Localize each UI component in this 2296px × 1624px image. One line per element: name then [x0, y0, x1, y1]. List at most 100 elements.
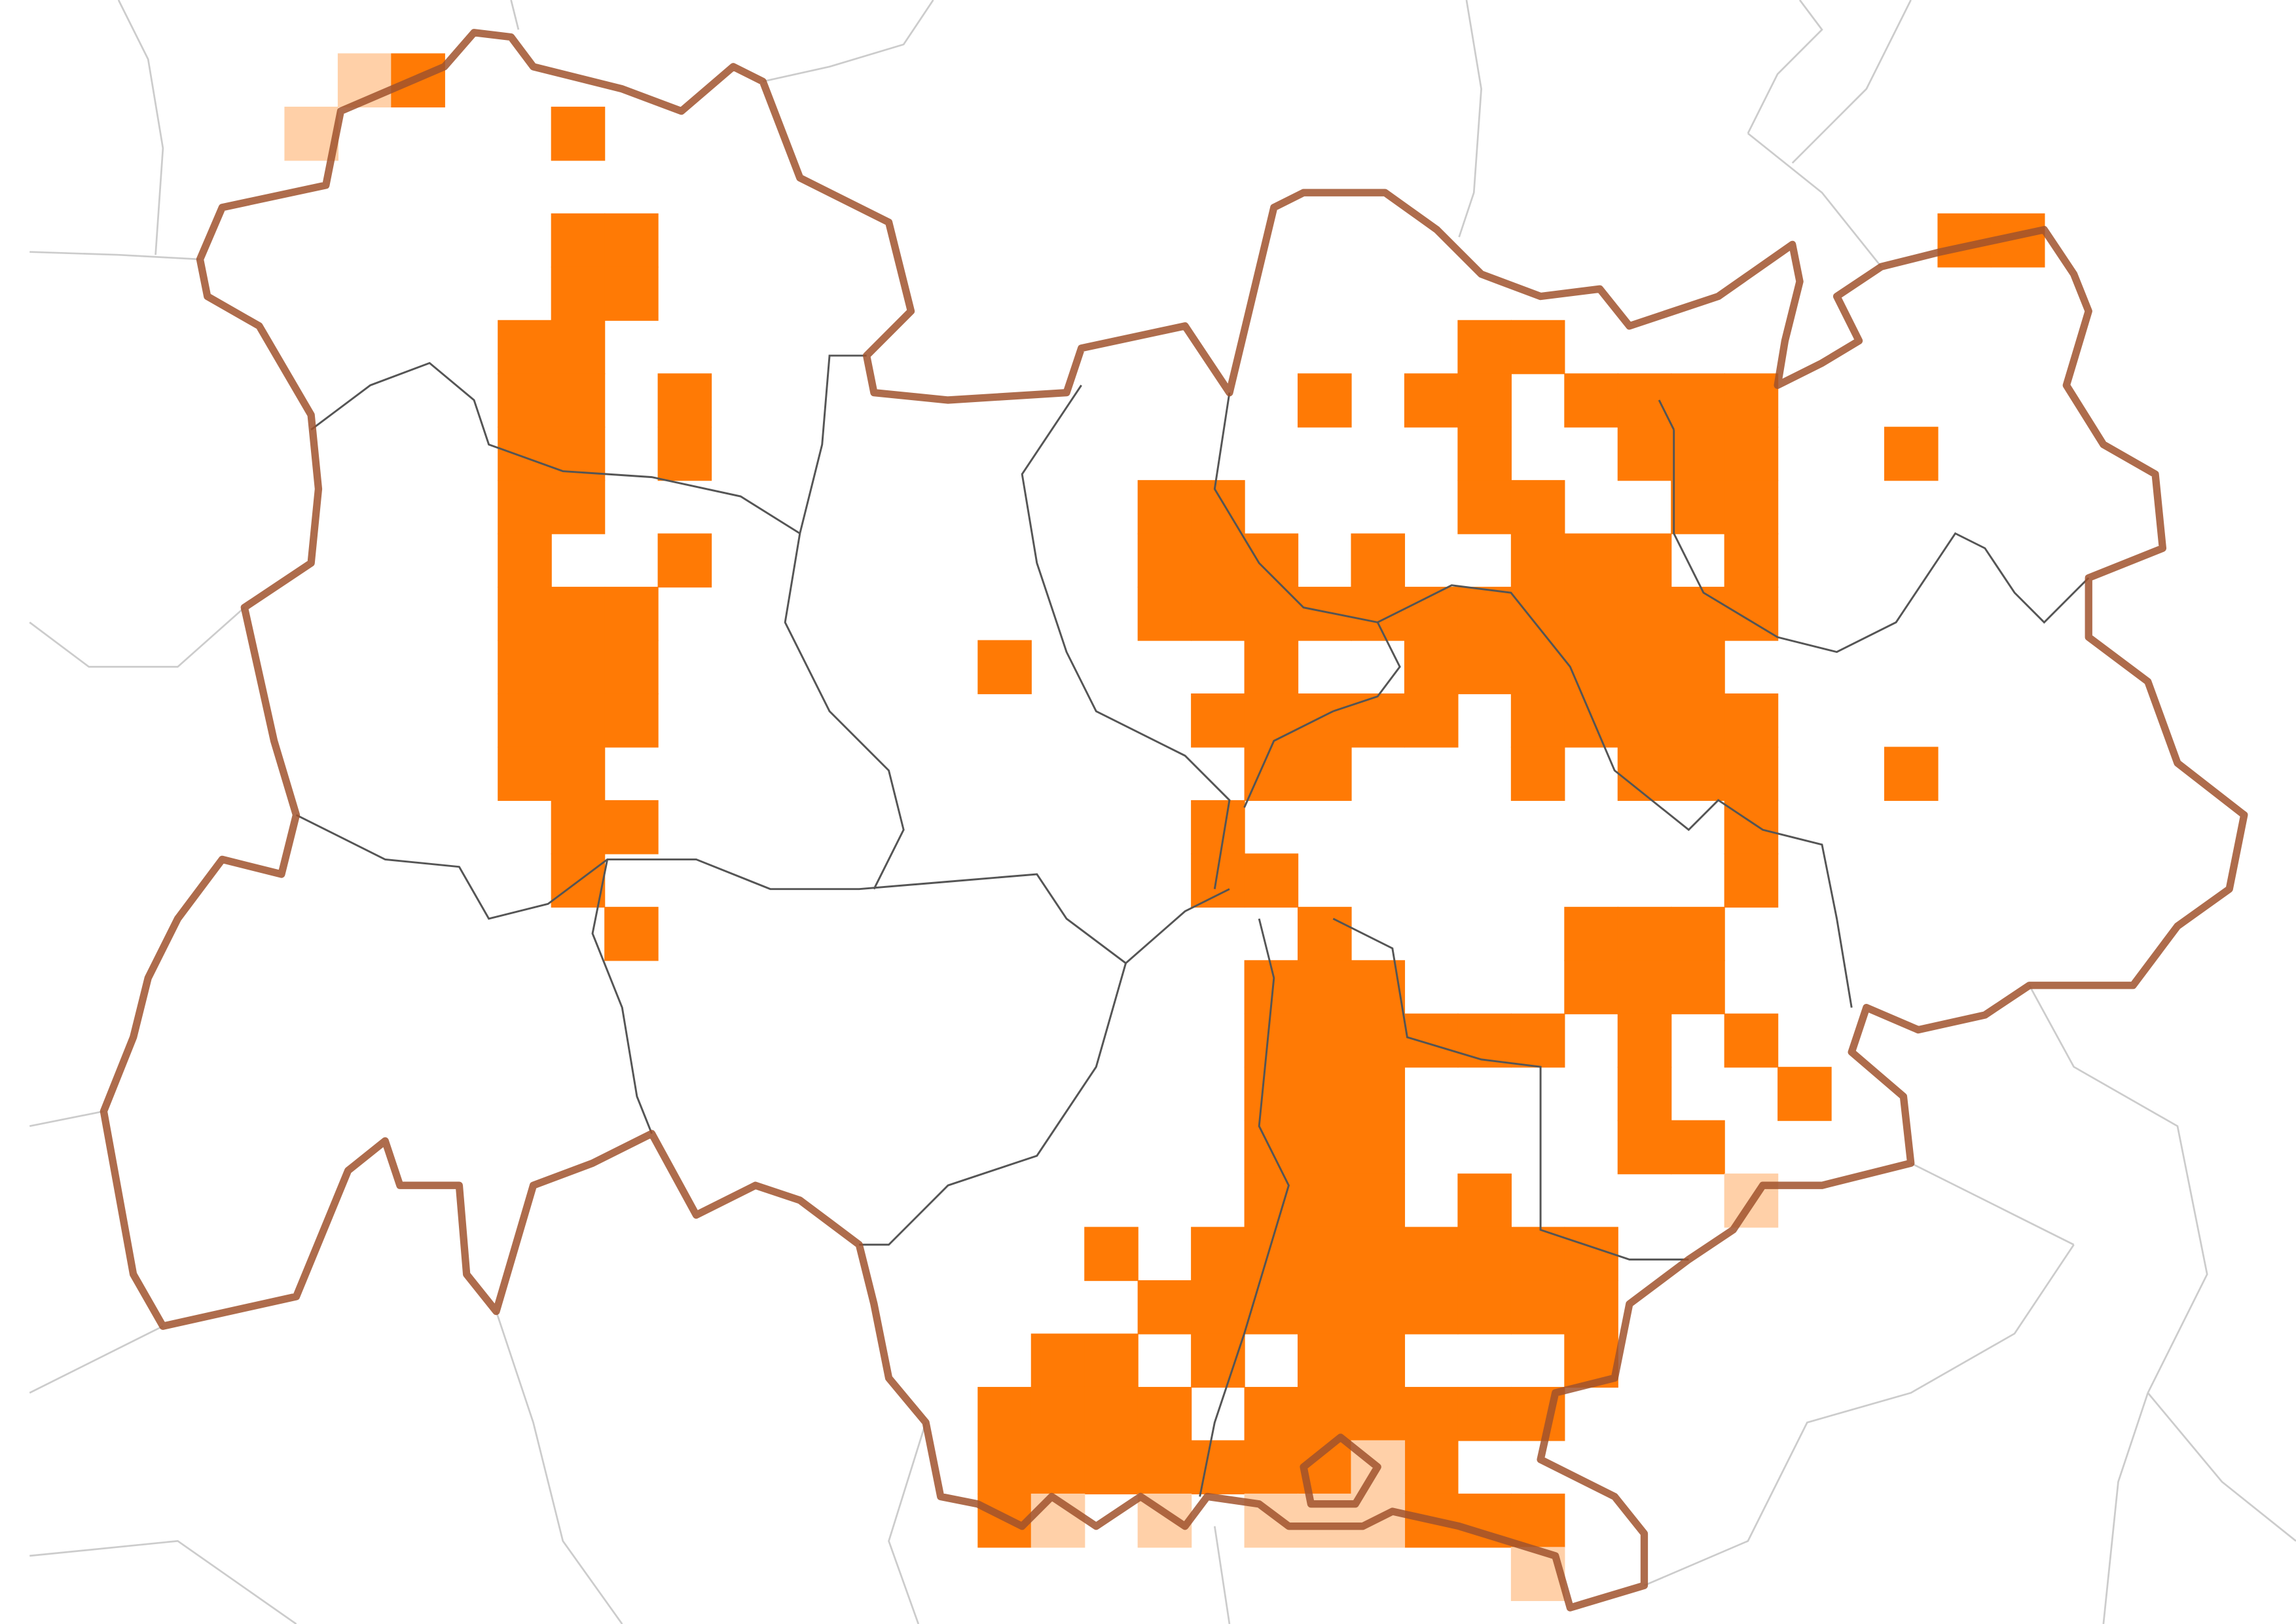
grid-cell-present	[551, 640, 606, 695]
grid-cell-present	[1298, 1013, 1352, 1068]
grid-cell-present	[604, 906, 659, 961]
grid-cell-present	[1510, 693, 1565, 748]
grid-cell-present	[498, 480, 552, 534]
grid-cell-present	[1137, 1386, 1192, 1441]
grid-cell-present	[1457, 1280, 1512, 1335]
grid-cell-present	[1510, 1280, 1565, 1335]
grid-cell-present	[551, 213, 606, 268]
grid-cell-present	[1244, 1440, 1299, 1495]
grid-cell-present	[1457, 426, 1512, 481]
grid-cell-present	[1617, 640, 1672, 695]
grid-cell-present	[1671, 906, 1725, 961]
grid-cell-present	[1564, 693, 1618, 748]
grid-cell-present	[1084, 1440, 1139, 1495]
grid-cell-present	[1564, 587, 1618, 641]
grid-cell-present	[498, 587, 552, 641]
grid-cell-present	[1351, 1386, 1406, 1441]
grid-cell-present	[977, 640, 1032, 695]
grid-cell-present	[1351, 693, 1406, 748]
grid-cell-present	[498, 533, 552, 588]
grid-cell-present	[1351, 1280, 1406, 1335]
grid-cell-present	[1404, 640, 1459, 695]
grid-cell-present	[1244, 1386, 1299, 1441]
grid-cell-present	[1191, 1440, 1245, 1495]
grid-cell-present	[1564, 1280, 1618, 1335]
grid-cell-present	[1671, 640, 1725, 695]
region-border	[100, 29, 2248, 1612]
grid-cell-present	[657, 373, 712, 428]
grid-cell-present	[1724, 800, 1779, 855]
grid-cell-present	[1457, 640, 1512, 695]
grid-cell-present	[498, 693, 552, 748]
grid-cell-present	[1298, 1386, 1352, 1441]
grid-cell-present	[1457, 1173, 1512, 1228]
grid-cell-present	[1564, 1227, 1618, 1282]
grid-cell-present	[1244, 533, 1299, 588]
grid-cell-present	[1510, 533, 1565, 588]
grid-cells	[284, 53, 2045, 1601]
grid-cell-present	[604, 213, 659, 268]
grid-cell-present	[551, 747, 606, 802]
grid-cell-present	[1351, 960, 1406, 1014]
grid-cell-present	[551, 587, 606, 641]
grid-cell-present	[1457, 373, 1512, 428]
grid-cell-present	[1244, 853, 1299, 908]
grid-cell-present	[1724, 747, 1779, 802]
grid-cell-present	[1617, 1067, 1672, 1121]
grid-cell-present	[1617, 373, 1672, 428]
grid-cell-present	[1404, 1440, 1459, 1495]
grid-cell-present	[1244, 747, 1299, 802]
grid-cell-present	[604, 640, 659, 695]
grid-cell-present	[1298, 1280, 1352, 1335]
grid-cell-present	[1298, 693, 1352, 748]
grid-cell-present	[551, 693, 606, 748]
grid-cell-present	[1298, 1120, 1352, 1175]
grid-cell-present	[1510, 1013, 1565, 1068]
grid-cell-present	[1724, 1013, 1779, 1068]
grid-cell-present	[498, 640, 552, 695]
grid-cell-present	[1617, 960, 1672, 1014]
grid-cell-present	[1617, 533, 1672, 588]
grid-cell-present	[1457, 587, 1512, 641]
grid-cell-present	[1298, 1173, 1352, 1228]
grid-cell-present	[551, 373, 606, 428]
grid-cell-present	[551, 106, 606, 161]
grid-cell-present	[1617, 693, 1672, 748]
grid-cell-present	[1564, 373, 1618, 428]
grid-cell-present	[1298, 587, 1352, 641]
grid-cell-present	[1617, 906, 1672, 961]
grid-cell-present	[1191, 693, 1245, 748]
grid-cell-present	[1724, 853, 1779, 908]
grid-cell-present	[1564, 960, 1618, 1014]
grid-cell-present	[1457, 320, 1512, 375]
grid-cell-present	[1884, 426, 1939, 481]
grid-cell-present	[1351, 1067, 1406, 1121]
grid-cell-present	[604, 693, 659, 748]
grid-cell-present	[1244, 1013, 1299, 1068]
grid-cell-present	[1510, 1493, 1565, 1548]
grid-cell-present	[1137, 480, 1192, 534]
grid-cell-present	[1617, 426, 1672, 481]
grid-cell-present	[977, 1440, 1032, 1495]
grid-cell-present	[1084, 1333, 1139, 1388]
grid-cell-present	[1671, 426, 1725, 481]
grid-cell-present	[1671, 1120, 1725, 1175]
grid-cell-present	[657, 426, 712, 481]
grid-cell-present	[1298, 960, 1352, 1014]
grid-cell-present	[1724, 426, 1779, 481]
grid-cell-present	[1244, 693, 1299, 748]
grid-cell-present	[1030, 1386, 1085, 1441]
grid-cell-present	[1351, 533, 1406, 588]
grid-cell-present	[1404, 373, 1459, 428]
grid-cell-present	[1724, 533, 1779, 588]
grid-cell-present	[1671, 587, 1725, 641]
grid-cell-present	[1724, 373, 1779, 428]
grid-cell-present	[498, 426, 552, 481]
grid-cell-present	[604, 800, 659, 855]
grid-cell-present	[1244, 1120, 1299, 1175]
grid-cell-present	[1137, 1280, 1192, 1335]
grid-cell-present	[1617, 1013, 1672, 1068]
grid-cell-present	[1671, 480, 1725, 534]
grid-cell-present	[1244, 1227, 1299, 1282]
